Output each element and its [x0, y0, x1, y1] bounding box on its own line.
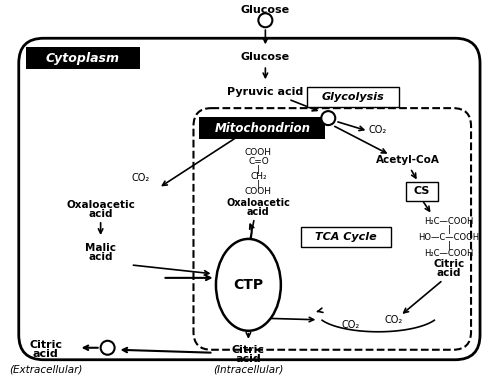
Text: Citric: Citric [232, 345, 265, 355]
Text: Cytoplasm: Cytoplasm [46, 52, 120, 65]
Text: acid: acid [88, 252, 113, 262]
Text: acid: acid [33, 349, 58, 359]
Circle shape [322, 111, 336, 125]
Text: acid: acid [437, 268, 462, 278]
Text: Citric: Citric [29, 340, 62, 350]
Text: CO₂: CO₂ [384, 315, 402, 325]
Text: acid: acid [236, 354, 262, 364]
Circle shape [100, 341, 114, 355]
Text: CO₂: CO₂ [132, 173, 150, 183]
Text: (Extracellular): (Extracellular) [9, 365, 83, 375]
Text: Citric: Citric [434, 259, 464, 269]
Text: H₂C—COOH: H₂C—COOH [424, 249, 474, 258]
FancyBboxPatch shape [200, 117, 326, 139]
Text: Oxaloacetic: Oxaloacetic [66, 200, 135, 210]
Text: acid: acid [88, 209, 113, 219]
Text: Malic: Malic [85, 243, 116, 253]
Text: Acetyl-CoA: Acetyl-CoA [376, 155, 440, 165]
Text: |: | [257, 164, 260, 174]
Text: Glycolysis: Glycolysis [322, 92, 384, 102]
Text: |: | [448, 241, 450, 250]
Text: COOH: COOH [245, 147, 272, 157]
Text: |: | [244, 281, 247, 290]
Text: |: | [257, 179, 260, 189]
Text: COOH: COOH [232, 288, 259, 297]
Text: Glucose: Glucose [241, 5, 290, 15]
Text: TCA Cycle: TCA Cycle [316, 232, 377, 242]
Text: acid: acid [247, 207, 270, 217]
FancyBboxPatch shape [302, 227, 391, 247]
Text: Oxaloacetic: Oxaloacetic [226, 198, 290, 208]
Text: HO—C—COOH: HO—C—COOH [418, 233, 480, 243]
Text: Pyruvic acid: Pyruvic acid [227, 87, 304, 97]
FancyBboxPatch shape [406, 182, 438, 201]
Text: (Intracellular): (Intracellular) [213, 365, 284, 375]
Text: |: | [448, 226, 450, 234]
Ellipse shape [216, 239, 281, 331]
Text: CH₂: CH₂ [250, 172, 266, 181]
Text: acid: acid [233, 308, 258, 318]
Text: CO₂: CO₂ [368, 125, 386, 135]
Circle shape [258, 13, 272, 27]
Text: Glucose: Glucose [241, 52, 290, 62]
Text: CO₂: CO₂ [341, 320, 359, 330]
Text: H₂C—COOH: H₂C—COOH [424, 218, 474, 226]
FancyBboxPatch shape [26, 47, 140, 69]
Text: COOH: COOH [232, 250, 259, 259]
Text: CH₂: CH₂ [237, 273, 254, 282]
FancyBboxPatch shape [19, 38, 480, 360]
Text: |: | [244, 266, 247, 275]
FancyBboxPatch shape [308, 87, 399, 107]
Text: COOH: COOH [245, 186, 272, 196]
Text: Malic: Malic [230, 299, 261, 309]
Text: CTP: CTP [234, 278, 264, 292]
Text: CS: CS [414, 186, 430, 196]
FancyBboxPatch shape [194, 108, 471, 350]
Text: HC—OH: HC—OH [228, 258, 264, 268]
Text: Mitochondrion: Mitochondrion [214, 122, 310, 135]
Text: C=O: C=O [248, 157, 269, 166]
